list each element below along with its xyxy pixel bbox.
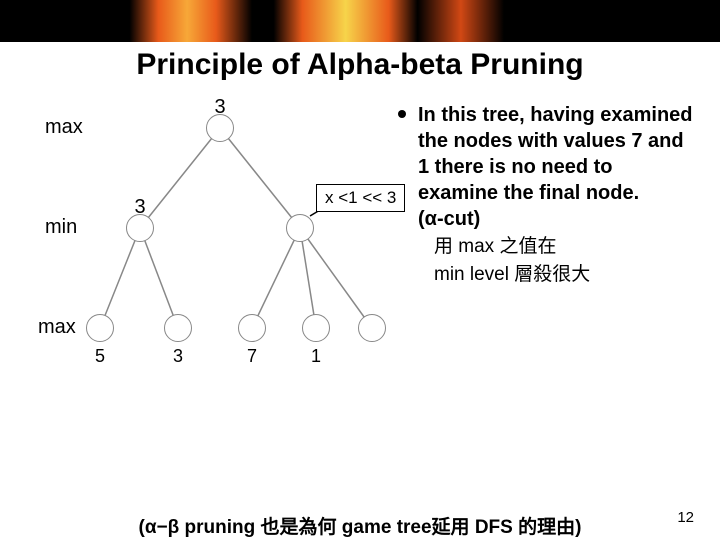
leaf-value-l4: 1 [311, 346, 321, 367]
slide-title: Principle of Alpha-beta Pruning [0, 48, 720, 82]
leaf-value-l1: 5 [95, 346, 105, 367]
alpha-cut-label: (α-cut) [418, 206, 698, 232]
leaf-value-l2: 3 [173, 346, 183, 367]
explanation-block: In this tree, having examined the nodes … [398, 102, 698, 287]
tree-edge [140, 128, 220, 228]
bullet-dot-icon [398, 110, 406, 118]
tree-node-l5 [358, 314, 386, 342]
content-area: max min max 3 3 5 3 7 1 x <1 << 3 In this tree… [0, 82, 720, 512]
tree-edge [300, 228, 316, 328]
level-label-1: min [45, 216, 77, 239]
bullet-sub-line-2: min level 層殺很大 [434, 262, 698, 288]
pruning-annotation: x <1 << 3 [316, 184, 405, 212]
node-value-minL: 3 [134, 196, 145, 219]
tree-edges-svg [30, 102, 390, 432]
game-tree-diagram: maxminmax 33 5371 x <1 << 3 [30, 102, 390, 432]
leaf-value-l3: 7 [247, 346, 257, 367]
bullet-main-text: In this tree, having examined the nodes … [418, 102, 698, 206]
tree-node-minR [286, 214, 314, 242]
footer-note: (α−β pruning 也是為何 game tree延用 DFS 的理由) [0, 512, 720, 539]
level-label-2: max [38, 316, 76, 339]
tree-node-l4 [302, 314, 330, 342]
node-value-root: 3 [214, 96, 225, 119]
tree-edge [300, 228, 372, 328]
tree-edge [140, 228, 178, 328]
tree-node-l3 [238, 314, 266, 342]
bullet-sub-line-1: 用 max 之值在 [434, 234, 698, 260]
page-number: 12 [677, 509, 694, 526]
tree-edge [252, 228, 300, 328]
tree-edge [100, 228, 140, 328]
tree-node-l2 [164, 314, 192, 342]
tree-node-l1 [86, 314, 114, 342]
decorative-banner [0, 0, 720, 42]
tree-edge [220, 128, 300, 228]
level-label-0: max [45, 116, 83, 139]
